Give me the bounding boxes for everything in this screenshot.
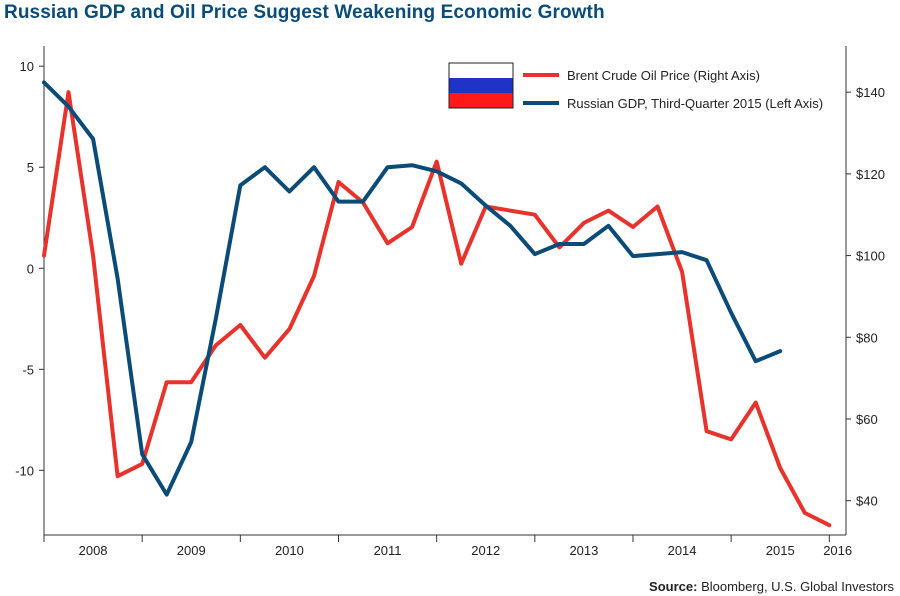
source-note: Source: Bloomberg, U.S. Global Investors (649, 579, 894, 594)
chart-title: Russian GDP and Oil Price Suggest Weaken… (4, 2, 605, 23)
series-lines (42, 80, 832, 528)
axes (39, 46, 851, 542)
x-tick-label: 2012 (471, 543, 500, 558)
legend-label-gdp: Russian GDP, Third-Quarter 2015 (Left Ax… (567, 96, 823, 111)
russia-flag-icon (448, 62, 514, 109)
right-tick-label: $80 (856, 330, 878, 345)
x-tick-label: 2016 (823, 543, 852, 558)
source-label: Source: (649, 579, 698, 594)
right-tick-label: $120 (856, 167, 885, 182)
right-tick-label: $100 (856, 249, 885, 264)
gdp-line (42, 80, 783, 497)
right-tick-label: $140 (856, 85, 885, 100)
legend-label-oil: Brent Crude Oil Price (Right Axis) (567, 68, 760, 83)
right-tick-label: $40 (856, 494, 878, 509)
left-tick-label: 10 (20, 59, 34, 74)
source-text: Bloomberg, U.S. Global Investors (701, 579, 894, 594)
right-tick-label: $60 (856, 412, 878, 427)
left-tick-label: -10 (15, 463, 34, 478)
x-tick-label: 2014 (668, 543, 697, 558)
oil-price-line (42, 90, 832, 528)
x-tick-label: 2009 (177, 543, 206, 558)
left-tick-label: 0 (27, 261, 34, 276)
x-tick-label: 2013 (569, 543, 598, 558)
left-tick-label: -5 (22, 362, 34, 377)
x-tick-label: 2010 (275, 543, 304, 558)
x-tick-label: 2011 (374, 543, 402, 558)
tick-labels: 10 5 0 -5 -10 $140 $120 $100 $80 $60 $40 2008 2009 20… (15, 59, 885, 558)
legend: Brent Crude Oil Price (Right Axis) Russi… (448, 62, 823, 111)
x-tick-label: 2015 (766, 543, 795, 558)
x-tick-label: 2008 (79, 543, 108, 558)
left-tick-label: 5 (27, 160, 34, 175)
